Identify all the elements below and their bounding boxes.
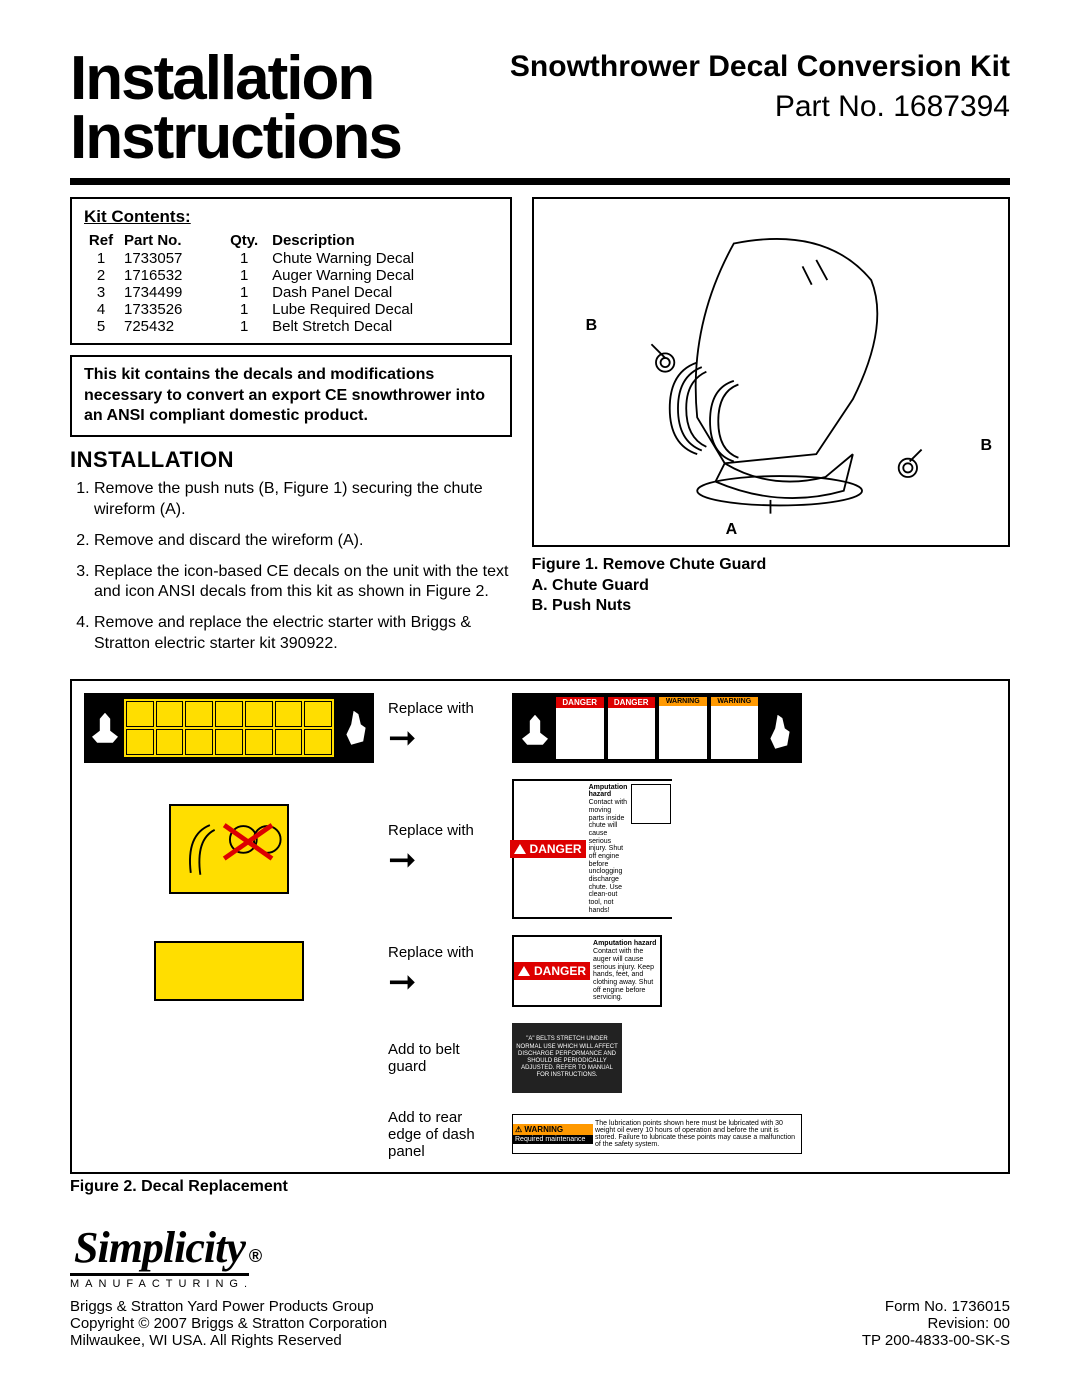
col-desc: Description bbox=[272, 231, 497, 250]
add-label-belt: Add to belt guard bbox=[388, 1041, 498, 1075]
arrow-icon: ➞ bbox=[388, 721, 498, 755]
right-column: B B A Figure 1. Remove Chute Guard A. Ch… bbox=[532, 197, 1010, 665]
table-row: 417335261Lube Required Decal bbox=[84, 301, 498, 318]
old-decal-dash bbox=[84, 693, 374, 763]
header-rule bbox=[70, 178, 1010, 185]
left-column: Kit Contents: Ref Part No. Qty. Descript… bbox=[70, 197, 512, 665]
footer: Simplicity® MANUFACTURING. Briggs & Stra… bbox=[70, 1222, 1010, 1349]
content-columns: Kit Contents: Ref Part No. Qty. Descript… bbox=[70, 197, 1010, 665]
header: Installation Instructions Snowthrower De… bbox=[70, 50, 1010, 168]
decal-row-1: Replace with ➞ DANGER DANGER WARNING WAR… bbox=[84, 693, 996, 763]
new-decal-chute: DANGER Amputation hazardContact with mov… bbox=[512, 779, 672, 920]
kit-table: Ref Part No. Qty. Description 117330571C… bbox=[84, 231, 498, 335]
table-row: 57254321Belt Stretch Decal bbox=[84, 318, 498, 335]
callout-b1: B bbox=[586, 317, 598, 335]
callout-a: A bbox=[726, 521, 738, 539]
col-ref: Ref bbox=[84, 231, 124, 250]
fig1-line1: Figure 1. Remove Chute Guard bbox=[532, 555, 1010, 576]
main-title-line1: Installation bbox=[70, 50, 401, 109]
replace-label-3: Replace with ➞ bbox=[388, 944, 498, 999]
warning-icon-grid bbox=[124, 699, 334, 757]
add-label-dash: Add to rear edge of dash panel bbox=[388, 1109, 498, 1160]
step-item: Remove and discard the wireform (A). bbox=[94, 531, 512, 552]
figure-1: B B A bbox=[532, 197, 1010, 547]
step-item: Replace the icon-based CE decals on the … bbox=[94, 562, 512, 604]
callout-b2: B bbox=[980, 437, 992, 455]
installation-steps: Remove the push nuts (B, Figure 1) secur… bbox=[70, 479, 512, 655]
new-decal-dash: DANGER DANGER WARNING WARNING bbox=[512, 693, 802, 763]
sub-header: Snowthrower Decal Conversion Kit Part No… bbox=[510, 50, 1010, 124]
decal-row-4: Add to belt guard "A" BELTS STRETCH UNDE… bbox=[84, 1023, 996, 1093]
col-partno: Part No. bbox=[124, 231, 222, 250]
kit-title: Kit Contents: bbox=[84, 207, 498, 227]
main-title-line2: Instructions bbox=[70, 109, 401, 168]
col-qty: Qty. bbox=[222, 231, 272, 250]
warning-triangle-icon bbox=[518, 966, 530, 976]
brand-logo: Simplicity bbox=[70, 1222, 249, 1276]
fig1-line2: A. Chute Guard bbox=[532, 576, 1010, 597]
auger-icon bbox=[344, 711, 368, 745]
footer-left: Briggs & Stratton Yard Power Products Gr… bbox=[70, 1298, 387, 1349]
kit-contents-box: Kit Contents: Ref Part No. Qty. Descript… bbox=[70, 197, 512, 345]
new-decal-auger: DANGER Amputation hazardContact with the… bbox=[512, 935, 662, 1007]
fig1-line3: B. Push Nuts bbox=[532, 596, 1010, 617]
old-decal-chute bbox=[169, 804, 289, 894]
chute-diagram bbox=[557, 216, 984, 527]
warning-triangle-icon bbox=[514, 844, 526, 854]
decal-row-3: Replace with ➞ DANGER Amputation hazardC… bbox=[84, 935, 996, 1007]
old-decal-auger bbox=[154, 941, 304, 1001]
footer-columns: Briggs & Stratton Yard Power Products Gr… bbox=[70, 1298, 1010, 1349]
decal-row-5: Add to rear edge of dash panel ⚠ WARNING… bbox=[84, 1109, 996, 1160]
arrow-icon: ➞ bbox=[388, 965, 498, 999]
part-number: Part No. 1687394 bbox=[510, 90, 1010, 124]
traction-icon bbox=[92, 713, 118, 743]
kit-note: This kit contains the decals and modific… bbox=[70, 355, 512, 437]
replace-label-1: Replace with ➞ bbox=[388, 700, 498, 755]
figure-2-box: Replace with ➞ DANGER DANGER WARNING WAR… bbox=[70, 679, 1010, 1174]
new-decal-maintenance: ⚠ WARNINGRequired maintenance The lubric… bbox=[512, 1114, 802, 1154]
footer-right: Form No. 1736015 Revision: 00 TP 200-483… bbox=[862, 1298, 1010, 1349]
table-row: 217165321Auger Warning Decal bbox=[84, 267, 498, 284]
installation-heading: INSTALLATION bbox=[70, 447, 512, 473]
step-item: Remove and replace the electric starter … bbox=[94, 613, 512, 655]
new-decal-belt: "A" BELTS STRETCH UNDER NORMAL USE WHICH… bbox=[512, 1023, 622, 1093]
table-row: 117330571Chute Warning Decal bbox=[84, 250, 498, 267]
product-title: Snowthrower Decal Conversion Kit bbox=[510, 50, 1010, 84]
brand-subtitle: MANUFACTURING. bbox=[70, 1278, 1010, 1290]
figure-2-caption: Figure 2. Decal Replacement bbox=[70, 1178, 1010, 1196]
decal-row-2: Replace with ➞ DANGER Amputation hazardC… bbox=[84, 779, 996, 920]
figure-1-caption: Figure 1. Remove Chute Guard A. Chute Gu… bbox=[532, 555, 1010, 617]
table-row: 317344991Dash Panel Decal bbox=[84, 284, 498, 301]
replace-label-2: Replace with ➞ bbox=[388, 822, 498, 877]
main-title: Installation Instructions bbox=[70, 50, 401, 168]
step-item: Remove the push nuts (B, Figure 1) secur… bbox=[94, 479, 512, 521]
arrow-icon: ➞ bbox=[388, 843, 498, 877]
